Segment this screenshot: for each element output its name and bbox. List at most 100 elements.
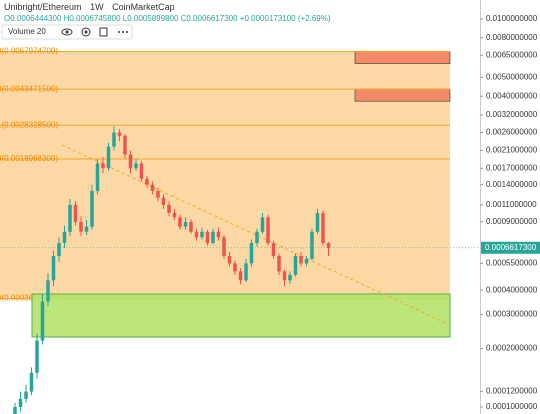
candle-body (321, 212, 325, 244)
candle-body (172, 212, 177, 218)
candle-body (84, 226, 89, 232)
candle-body (255, 231, 259, 244)
candle-body (167, 204, 171, 213)
candle-body (282, 271, 287, 281)
price-axis (480, 0, 540, 414)
candle-body (40, 301, 45, 341)
candle-body (90, 190, 94, 227)
candle-body (293, 256, 298, 275)
candle-body (128, 154, 133, 169)
candle-body (310, 231, 314, 259)
y-tick-label: 0.0001000000 (486, 402, 538, 411)
y-tick-label: 0.0065000000 (486, 50, 538, 59)
candle-body (238, 271, 243, 281)
candle-body (134, 163, 138, 169)
eye-button[interactable] (61, 28, 73, 36)
candle-body (205, 231, 210, 244)
candle-body (266, 217, 270, 244)
axis-labels: 0.0100000000 0.0080000000 0.0065000000 0.00… (0, 14, 540, 411)
y-tick-label: 0.0032000000 (486, 110, 538, 119)
indicator-label: Volume 20 (8, 27, 46, 36)
header: Unibright/Ethereum 1W CoinMarketCap (4, 2, 175, 12)
candle-body (288, 274, 292, 281)
y-tick-label: 0.0021000000 (486, 146, 538, 155)
candle-body (106, 146, 111, 169)
candle-body (18, 398, 23, 407)
interval: 1W (90, 2, 104, 12)
fib-label: 18(0.0067974700) (0, 47, 58, 56)
fib-label: 1(0.0028328500) (0, 120, 58, 129)
y-tick-label: 0.0003000000 (486, 310, 538, 319)
candle-body (299, 256, 303, 264)
symbol: Unibright/Ethereum (4, 2, 82, 12)
fib-zone (0, 51, 450, 299)
candle-body (315, 212, 320, 232)
candle-body (46, 280, 50, 302)
candle-body (123, 135, 127, 155)
candle-body (73, 204, 78, 222)
candle-body (178, 217, 182, 227)
fib-label: 18(0.0018968300) (0, 154, 58, 163)
candle-body (57, 243, 61, 257)
candle-body (260, 217, 265, 232)
red-box (354, 88, 451, 102)
candle-body (189, 221, 193, 232)
fib-label: 18(0.0043471500) (0, 84, 58, 93)
candle-body (29, 372, 34, 392)
candle-body (95, 163, 100, 191)
candle-body (51, 256, 56, 281)
candle-body (200, 231, 204, 238)
red-box (354, 51, 451, 64)
more-button[interactable] (118, 31, 128, 33)
candle-body (145, 178, 149, 185)
last-price-label: 0.0006617300 (485, 243, 537, 252)
candle-body (139, 163, 144, 179)
candle-body (62, 231, 67, 244)
y-tick-label: 0.0011000000 (486, 200, 537, 209)
trend-line (61, 144, 451, 326)
y-tick-label: 0.0080000000 (486, 33, 538, 42)
y-tick-label: 0.0009000000 (486, 217, 538, 226)
fib-label: 0(0.0003620500) (0, 294, 58, 303)
candle-body (326, 243, 331, 248)
candle-body (249, 243, 254, 264)
candle-body (35, 340, 39, 373)
last-price-tag (481, 241, 540, 254)
candle-body (161, 197, 166, 205)
support-box (31, 293, 451, 338)
y-tick-label: 0.0004000000 (486, 285, 538, 294)
y-tick-label: 0.0014000000 (486, 180, 538, 189)
candle-body (211, 231, 215, 244)
y-tick-label: 0.0026000000 (486, 128, 538, 137)
candle-body (13, 406, 17, 414)
y-tick-label: 0.0005500000 (486, 258, 538, 267)
candle-body (117, 132, 122, 136)
candle-body (277, 256, 281, 272)
y-tick-label: 0.0050000000 (486, 73, 538, 82)
settings-button[interactable] (81, 27, 91, 37)
candle-body (227, 256, 232, 264)
candle-body (150, 184, 155, 191)
candles (13, 126, 331, 414)
candle-body (101, 163, 105, 169)
y-tick-label: 0.0017000000 (486, 163, 538, 172)
y-tick-label: 0.0100000000 (486, 14, 538, 23)
candle-body (233, 263, 237, 272)
ohlc-values: O0.0006444300 H0.0006745800 L0.000589980… (4, 14, 331, 23)
candle-body (244, 263, 248, 281)
y-tick-label: 0.0002000000 (486, 344, 538, 353)
candle-body (156, 190, 160, 198)
candle-body (24, 391, 28, 399)
candle-body (194, 231, 199, 238)
candle-body (222, 237, 226, 257)
candle-body (68, 204, 72, 232)
delete-button[interactable] (99, 27, 108, 37)
candle-body (112, 132, 116, 147)
drawings: 18(0.0067974700) 18(0.0043471500) 1(0.0028… (0, 47, 451, 338)
candle-body (271, 243, 276, 257)
candle-body (304, 258, 309, 264)
y-tick-label: 0.0001200000 (486, 387, 538, 396)
source: CoinMarketCap (112, 2, 175, 12)
